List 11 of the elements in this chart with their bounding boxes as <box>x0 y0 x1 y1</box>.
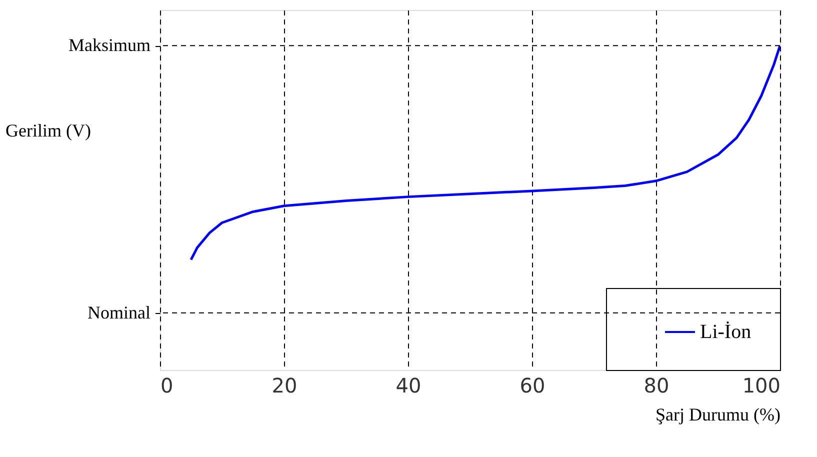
ref-line-label: Maksimum <box>68 35 150 56</box>
x-tick-label: 80 <box>644 374 670 398</box>
y-axis-title: Gerilim (V) <box>6 120 91 140</box>
ref-line-label: Nominal <box>88 302 150 322</box>
x-tick-label: 40 <box>396 374 422 398</box>
x-tick-label: 20 <box>272 374 298 398</box>
legend-label: Li-İon <box>700 321 752 343</box>
x-tick-label: 100 <box>742 374 780 398</box>
x-tick-label: 0 <box>160 374 174 398</box>
x-axis-title: Şarj Durumu (%) <box>656 404 780 424</box>
x-tick-label: 60 <box>520 374 546 398</box>
